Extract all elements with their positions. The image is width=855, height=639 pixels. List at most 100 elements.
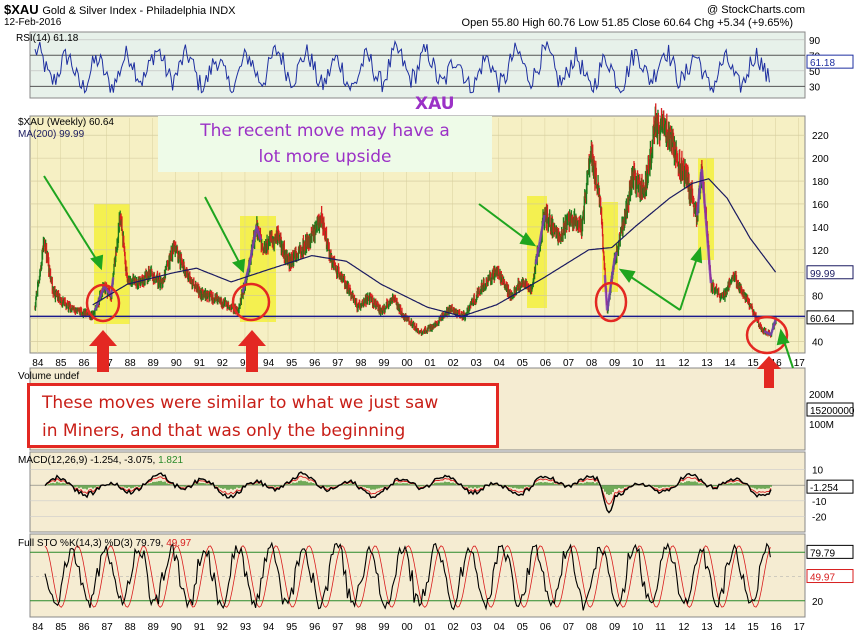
x-tick-label-bottom: 93 [240,622,252,633]
green-arrow-5 [679,257,698,311]
rsi-panel [29,31,806,99]
x-tick-label: 06 [540,358,552,369]
ma200-value-flag: 99.99 [810,269,835,280]
price-value-flag: 60.64 [810,314,835,325]
sto-panel [29,533,806,618]
x-tick-label: 95 [286,358,298,369]
x-tick-label: 84 [32,358,44,369]
sto-k-value-flag-box [806,544,854,559]
volume-tick-label: 100M [809,420,834,431]
x-tick-label: 88 [125,358,137,369]
x-tick-label: 01 [425,358,437,369]
rsi-tick-label: 30 [809,82,821,93]
x-tick-label: 97 [332,358,344,369]
value-flags: 61.18 99.99 60.64 15200000 -1.254 79.79 49.97 [806,54,855,584]
arrow-head-icon [519,232,537,247]
ma200-series-line [92,178,777,317]
price-tick-label: 200 [812,154,829,165]
callout-line2: in Miners, and that was only the beginni… [42,421,406,441]
macd-lines [44,471,772,514]
x-tick-label-bottom: 12 [678,622,690,633]
x-tick-label: 02 [448,358,460,369]
price-highlight-segment [603,251,618,311]
volume-title: Volume undef [18,371,80,382]
x-tick-label-bottom: 87 [102,622,114,633]
ohlc-summary: Open 55.80 High 60.76 Low 51.85 Close 60… [461,17,793,29]
x-tick-label-bottom: 03 [471,622,483,633]
x-tick-label: 12 [678,358,690,369]
red-arrows [89,330,781,388]
price-tick-label: 40 [812,338,824,349]
ticker-symbol: $XAU [4,2,39,17]
x-tick-label: 03 [471,358,483,369]
x-tick-label-bottom: 99 [378,622,390,633]
index-name: Gold & Silver Index - Philadelphia INDX [42,5,236,17]
miners-callout: These moves were similar to what we just… [27,383,499,448]
x-tick-label: 94 [263,358,275,369]
x-tick-label-bottom: 88 [125,622,137,633]
x-tick-label-bottom: 06 [540,622,552,633]
x-tick-label: 07 [563,358,575,369]
x-tick-label: 17 [794,358,806,369]
rsi-value-flag-box [806,54,854,69]
red-arrow-87 [89,330,117,372]
macd-hist-value: 1.821 [158,455,184,466]
x-tick-label-bottom: 91 [194,622,206,633]
x-tick-label-bottom: 86 [78,622,90,633]
price-tick-label: 180 [812,177,829,188]
x-tick-label: 98 [355,358,367,369]
x-tick-label-bottom: 96 [309,622,321,633]
x-tick-label: 00 [401,358,413,369]
rsi-title-value: 61.18 [53,33,79,44]
sto-d-value-flag: 49.97 [810,573,835,584]
arrow-head-icon [618,268,636,283]
circle-87 [85,283,121,323]
ma200-value-flag-box [806,265,854,280]
x-tick-label-bottom: 09 [609,622,621,633]
x-tick-label-bottom: 85 [55,622,67,633]
green-arrow-3 [478,203,528,241]
x-tick-label-bottom: 05 [517,622,529,633]
upside-note-line2: lot more upside [258,147,392,167]
volume-value-flag: 15200000 [810,406,855,417]
macd-title-text: MACD(12,26,9) -1.254, -3.075, [18,455,156,466]
chart-title: $XAU Gold & Silver Index - Philadelphia … [4,2,236,17]
volume-value-flag-box [806,402,854,417]
x-tick-label: 91 [194,358,206,369]
ma200-line [92,178,777,317]
green-arrow-4 [627,274,681,311]
x-tick-label: 13 [701,358,713,369]
stockcharts-credit[interactable]: @ StockCharts.com [707,4,805,16]
arrow-head-icon [90,254,104,271]
x-tick-label: 15 [748,358,760,369]
rsi-title: RSI(14) 61.18 [16,33,78,44]
price-value-flag-box [806,310,854,325]
red-arrow-16 [757,356,781,388]
x-tick-label-bottom: 95 [286,622,298,633]
volume-tick-label: 200M [809,390,834,401]
macd-tick-label: -10 [812,497,827,508]
x-tick-label-bottom: 92 [217,622,229,633]
upside-note-line1: The recent move may have a [200,121,450,141]
x-tick-label-bottom: 13 [701,622,713,633]
x-tick-label-bottom: 11 [655,622,666,633]
x-tick-label-bottom: 94 [263,622,275,633]
x-tick-label-bottom: 02 [448,622,460,633]
price-highlight-segment [695,168,713,284]
x-tick-label-bottom: 97 [332,622,344,633]
x-tick-label: 86 [78,358,90,369]
x-tick-label: 10 [632,358,644,369]
x-tick-label-bottom: 84 [32,622,44,633]
x-tick-label: 92 [217,358,229,369]
arrow-head-icon [231,258,246,274]
sto-k-value-flag: 79.79 [810,548,835,559]
rsi-tick-label: 50 [809,67,821,78]
rsi-series-line [34,39,770,94]
sto-title-text: Full STO %K(14,3) %D(3) 79.79, [18,538,164,549]
price-title: $XAU (Weekly) 60.64 [18,117,114,128]
rsi-line [34,39,770,94]
rsi-tick-label: 90 [809,36,821,47]
x-tick-label-bottom: 10 [632,622,644,633]
sto-d-value-flag-box [806,569,854,584]
